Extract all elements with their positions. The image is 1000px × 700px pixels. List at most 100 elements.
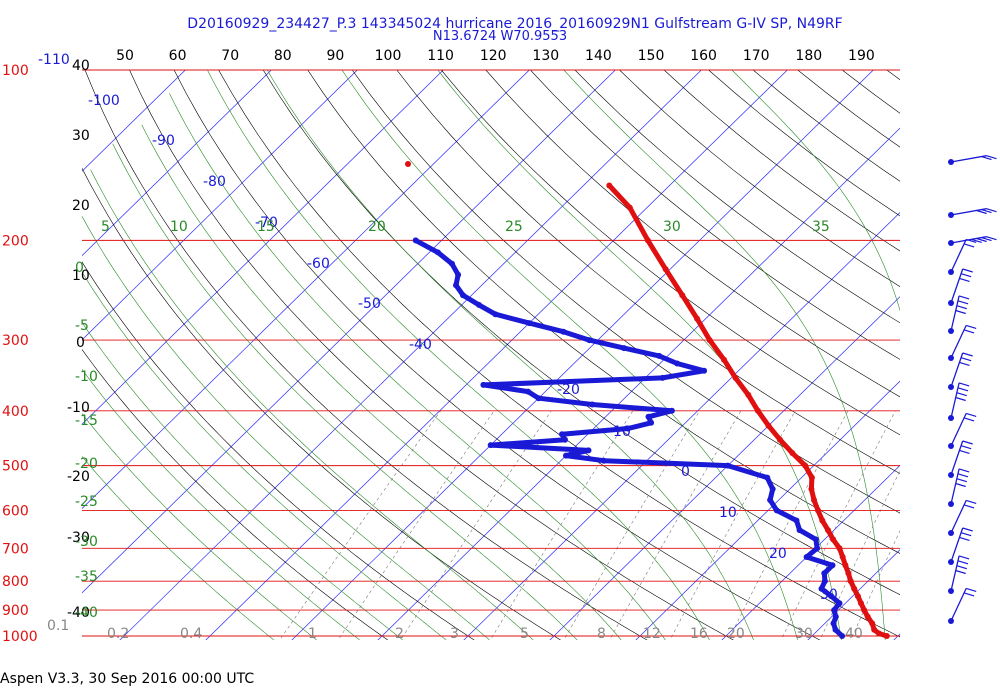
isotherm-line: [82, 70, 444, 425]
dewpoint-point: [769, 486, 776, 492]
dewpoint-point: [648, 419, 655, 426]
dewpoint-point: [585, 447, 592, 454]
dewpoint-point: [480, 381, 487, 388]
wind-barb: [948, 587, 977, 624]
wind-barb: [948, 208, 997, 218]
temperature-point: [732, 374, 739, 381]
isotherm-line: [807, 549, 900, 640]
left-temp-label: -10: [67, 400, 90, 416]
dewpoint-point: [674, 360, 681, 367]
mixing-ratio-line: [669, 410, 796, 640]
isotherm-label: -100: [88, 93, 120, 109]
mixing-ratio-line: [728, 410, 849, 640]
left-blue-label: -110: [38, 52, 70, 68]
dry-adiabat: [619, 70, 900, 287]
temperature-point: [777, 436, 783, 443]
wind-barb: [948, 236, 997, 246]
dewpoint-point: [525, 388, 532, 395]
dewpoint-point: [829, 562, 836, 569]
temperature-point: [836, 545, 843, 552]
isotherm-label: -70: [255, 215, 278, 231]
pressure-tick-label: 100: [2, 63, 29, 79]
wind-barb: [948, 238, 977, 275]
mixing-ratio-label: 30: [795, 626, 813, 642]
dewpoint-point: [828, 593, 835, 600]
pressure-tick-label: 600: [2, 503, 29, 519]
dry-adiabat: [396, 70, 900, 474]
theta-e-label: 25: [505, 219, 523, 235]
temperature-point: [869, 620, 876, 627]
temperature-point: [825, 527, 831, 534]
pressure-tick-label: 400: [2, 404, 29, 420]
dry-adiabat: [574, 70, 900, 324]
wind-barb: [948, 555, 970, 594]
isotherm-line: [463, 211, 900, 640]
dewpoint-point: [832, 613, 839, 620]
dewpoint-point: [475, 301, 482, 308]
wind-barb: [948, 440, 973, 478]
dewpoint-point: [487, 442, 494, 449]
temperature-point: [871, 626, 878, 633]
dry-adiabat: [841, 70, 900, 114]
temperature-point: [864, 613, 871, 620]
dewpoint-point: [621, 345, 627, 352]
moist-adiabat: [82, 456, 275, 640]
mixing-ratio-label: 40: [845, 626, 863, 642]
mixing-ratio-label: 16: [690, 626, 708, 642]
top-scale-label: 100: [375, 48, 402, 64]
temperature-point: [694, 315, 701, 322]
temperature-point: [745, 391, 752, 398]
dry-adiabat: [663, 70, 900, 252]
dewpoint-point: [625, 425, 631, 432]
moist-adiabat: [207, 70, 710, 640]
dewpoint-point: [600, 457, 607, 464]
temperature-point: [626, 204, 633, 211]
wind-barb: [948, 468, 970, 507]
top-scale-label: 110: [427, 48, 454, 64]
moist-adiabat: [731, 70, 900, 312]
mixing-ratio-label: 3: [450, 626, 459, 642]
dewpoint-point: [535, 395, 542, 402]
wind-barb: [948, 352, 973, 390]
dewpoint-point: [803, 554, 810, 560]
dewpoint-point: [812, 536, 819, 543]
isotherm-label: -90: [152, 133, 175, 149]
moist-adiabat: [169, 93, 666, 640]
left-green-label: -15: [75, 413, 98, 429]
top-scale-label: 190: [848, 48, 875, 64]
dry-adiabat: [84, 70, 648, 640]
dewpoint-point: [563, 452, 569, 459]
mixing-ratio-line: [489, 410, 634, 640]
temperature-point: [854, 593, 861, 600]
temperature-point: [883, 633, 890, 639]
pressure-tick-label: 1000: [2, 629, 38, 645]
left-temp-label: -20: [67, 469, 90, 485]
dewpoint-point: [724, 462, 731, 469]
moist-adiabat: [90, 169, 534, 640]
dewpoint-point: [659, 374, 666, 381]
moist-adiabat: [82, 321, 404, 640]
dewpoint-point: [821, 570, 828, 577]
moist-adiabat: [112, 143, 578, 640]
top-scale-label: 70: [221, 48, 239, 64]
temperature-point: [811, 497, 817, 503]
left-green-label: 0: [75, 260, 84, 276]
mixing-ratio-line: [279, 410, 441, 640]
dewpoint-point: [645, 413, 652, 420]
dewpoint-point: [832, 626, 839, 633]
wind-barb: [948, 324, 977, 361]
pressure-tick-label: 500: [2, 459, 29, 475]
mixing-ratio-line: [780, 410, 896, 640]
dry-adiabat: [485, 70, 900, 398]
dry-adiabat: [940, 44, 1000, 648]
temperature-point: [815, 507, 821, 514]
top-scale-label: 150: [638, 48, 665, 64]
dewpoint-point: [764, 474, 771, 481]
dewpoint-point: [562, 436, 568, 443]
isotherm-label: -40: [409, 337, 432, 353]
chart-location: N13.6724 W70.9553: [433, 29, 567, 44]
temperature-point: [839, 554, 846, 560]
theta-e-label: 35: [812, 219, 830, 235]
dry-adiabat: [351, 70, 900, 514]
pressure-tick-label: 300: [2, 333, 29, 349]
